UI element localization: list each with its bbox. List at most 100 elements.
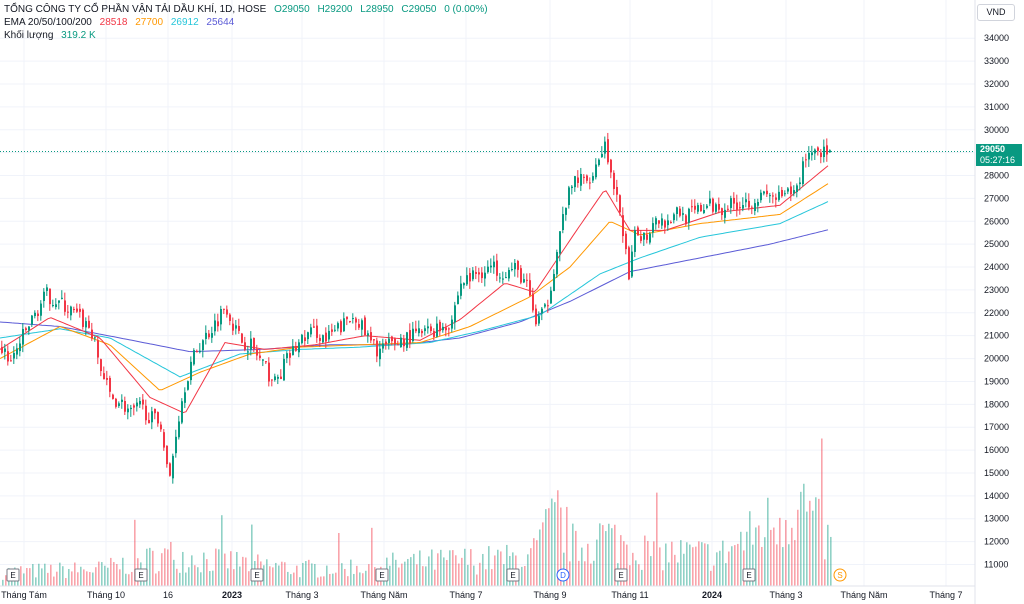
volume-bar — [368, 564, 370, 586]
volume-bar — [827, 524, 829, 586]
volume-bar — [701, 542, 703, 586]
candle-body — [373, 339, 375, 341]
candle-body — [172, 455, 174, 479]
legend-volume-row[interactable]: Khối lượng 319.2 K — [4, 30, 493, 43]
earnings-marker[interactable] — [134, 568, 148, 582]
currency-button[interactable]: VND — [977, 4, 1015, 21]
candle-body — [106, 378, 108, 380]
candle-body — [118, 403, 120, 406]
volume-bar — [815, 497, 817, 586]
y-tick-label: 24000 — [984, 262, 1009, 272]
x-tick-label: Tháng Năm — [840, 590, 887, 600]
candle-body — [394, 338, 396, 345]
y-tick-label: 30000 — [984, 125, 1009, 135]
candle-body — [550, 290, 552, 304]
volume-bar — [410, 557, 412, 586]
candle-body — [265, 361, 267, 363]
volume-bar — [569, 561, 571, 586]
volume-bar — [443, 557, 445, 586]
candle-body — [73, 308, 75, 310]
candle-body — [769, 195, 771, 197]
volume-bar — [746, 531, 748, 586]
y-tick-label: 32000 — [984, 79, 1009, 89]
y-tick-label: 15000 — [984, 468, 1009, 478]
candle-body — [613, 172, 615, 189]
candle-body — [226, 309, 228, 315]
volume-bar — [161, 553, 163, 586]
candle-body — [454, 305, 456, 323]
volume-bar — [530, 548, 532, 586]
earnings-marker[interactable] — [250, 568, 264, 582]
legend-ema-row[interactable]: EMA 20/50/100/200 28518 27700 26912 2564… — [4, 17, 493, 30]
candle-body — [739, 207, 741, 209]
volume-bar — [347, 576, 349, 586]
volume-bar — [692, 547, 694, 586]
candle-body — [10, 360, 12, 362]
close-value: C29050 — [401, 4, 437, 15]
dividend-marker[interactable] — [556, 568, 570, 582]
volume-bar — [764, 537, 766, 586]
candle-body — [796, 185, 798, 192]
volume-bar — [269, 566, 271, 586]
candle-body — [670, 222, 672, 224]
ema100-value: 26912 — [170, 17, 199, 28]
volume-bar — [176, 568, 178, 586]
volume-bar — [800, 491, 802, 586]
candle-body — [475, 272, 477, 274]
earnings-marker[interactable] — [506, 568, 520, 582]
candle-body — [250, 338, 252, 350]
candle-body — [232, 323, 234, 331]
candle-body — [430, 326, 432, 332]
candle-body — [712, 198, 714, 212]
candle-body — [607, 139, 609, 163]
candle-body — [733, 197, 735, 204]
ema100-line — [0, 201, 829, 378]
volume-bar — [191, 555, 193, 586]
candle-body — [415, 328, 417, 332]
candle-body — [358, 324, 360, 328]
volume-bar — [356, 565, 358, 586]
candle-body — [136, 402, 138, 407]
y-tick-label: 19000 — [984, 376, 1009, 386]
volume-bar — [251, 524, 253, 586]
earnings-marker[interactable] — [375, 568, 389, 582]
volume-bar — [644, 535, 646, 586]
volume-bar — [635, 560, 637, 586]
candle-body — [604, 141, 606, 154]
volume-bar — [107, 567, 109, 586]
earnings-marker[interactable] — [614, 568, 628, 582]
split-marker[interactable] — [833, 568, 847, 582]
candle-body — [244, 342, 246, 350]
volume-bar — [47, 572, 49, 586]
y-tick-label: 27000 — [984, 193, 1009, 203]
volume-bar — [275, 562, 277, 586]
volume-value: 319.2 K — [61, 30, 96, 41]
candle-body — [235, 325, 237, 329]
candle-body — [217, 321, 219, 327]
volume-bar — [776, 544, 778, 586]
volume-bar — [689, 544, 691, 586]
candle-body — [814, 149, 816, 154]
legend-symbol-row: TỔNG CÔNG TY CỔ PHẦN VẬN TẢI DẦU KHÍ, 1D… — [4, 4, 493, 17]
candle-body — [67, 311, 69, 313]
volume-bar — [104, 565, 106, 586]
volume-bar — [779, 517, 781, 586]
earnings-marker[interactable] — [6, 568, 20, 582]
volume-bar — [209, 571, 211, 586]
volume-bar — [761, 546, 763, 586]
earnings-marker[interactable] — [742, 568, 756, 582]
candle-body — [52, 304, 54, 306]
candle-body — [361, 320, 363, 330]
candle-body — [586, 175, 588, 181]
candle-body — [598, 159, 600, 166]
volume-bar — [188, 567, 190, 586]
volume-bar — [479, 562, 481, 586]
volume-bar — [206, 559, 208, 586]
candle-body — [766, 190, 768, 195]
plot-area[interactable] — [0, 0, 975, 586]
volume-bar — [218, 549, 220, 586]
candle-body — [781, 189, 783, 197]
candle-body — [805, 159, 807, 161]
volume-bar — [227, 568, 229, 586]
